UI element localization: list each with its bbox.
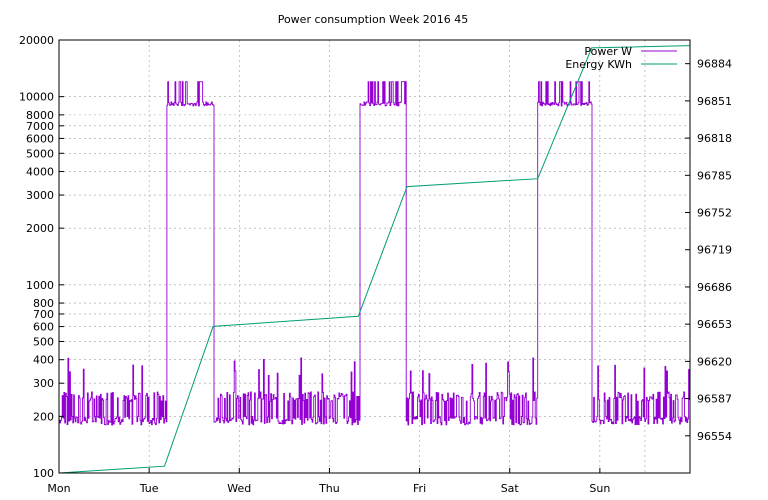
left-tick-label-11: 4000 (26, 166, 54, 179)
left-tick-label-12: 5000 (26, 147, 54, 160)
left-tick-label-4: 500 (33, 335, 54, 348)
x-tick-label-6: Sun (589, 482, 610, 495)
x-tick-label-2: Wed (227, 482, 251, 495)
legend-label-energy-kwh: Energy KWh (565, 58, 632, 71)
left-tick-label-10: 3000 (26, 189, 54, 202)
x-tick-label-3: Thu (318, 482, 340, 495)
left-tick-label-15: 8000 (26, 109, 54, 122)
left-tick-label-2: 300 (33, 377, 54, 390)
legend-label-power-w: Power W (584, 45, 632, 58)
x-tick-label-1: Tue (139, 482, 159, 495)
x-tick-label-0: Mon (47, 482, 70, 495)
left-tick-label-14: 7000 (26, 120, 54, 133)
right-tick-label-10: 96884 (697, 58, 732, 71)
left-tick-label-16: 10000 (19, 91, 54, 104)
right-tick-label-6: 96752 (697, 207, 732, 220)
right-tick-label-7: 96785 (697, 169, 732, 182)
left-tick-label-8: 1000 (26, 279, 54, 292)
x-axis: Mon Tue Wed Thu Fri Sat Sun (47, 468, 610, 495)
right-tick-label-8: 96818 (697, 132, 732, 145)
left-tick-label-0: 100 (33, 467, 54, 480)
right-tick-label-9: 96851 (697, 95, 732, 108)
x-tick-label-4: Fri (413, 482, 426, 495)
chart-title: Power consumption Week 2016 45 (278, 13, 469, 26)
plot-frame (58, 39, 691, 474)
right-y-axis: 96554 96587 96620 96653 96686 96719 96752 96785… (685, 58, 732, 443)
left-tick-label-5: 600 (33, 321, 54, 334)
right-tick-label-2: 96620 (697, 355, 732, 368)
right-tick-label-5: 96719 (697, 244, 732, 257)
left-tick-label-1: 200 (33, 410, 54, 423)
left-tick-label-7: 800 (33, 297, 54, 310)
left-tick-label-6: 700 (33, 308, 54, 321)
left-tick-label-9: 2000 (26, 222, 54, 235)
x-tick-label-5: Sat (501, 482, 520, 495)
series-power-w (59, 81, 690, 426)
energy-kwh-line (58, 45, 691, 474)
legend: Power W Energy KWh (565, 45, 677, 71)
left-tick-label-13: 6000 (26, 132, 54, 145)
left-tick-label-3: 400 (33, 354, 54, 367)
right-tick-label-1: 96587 (697, 393, 732, 406)
right-tick-label-3: 96653 (697, 318, 732, 331)
power-w-line (59, 81, 690, 426)
left-tick-label-17: 20000 (19, 34, 54, 47)
right-tick-label-4: 96686 (697, 281, 732, 294)
right-tick-label-0: 96554 (697, 430, 732, 443)
